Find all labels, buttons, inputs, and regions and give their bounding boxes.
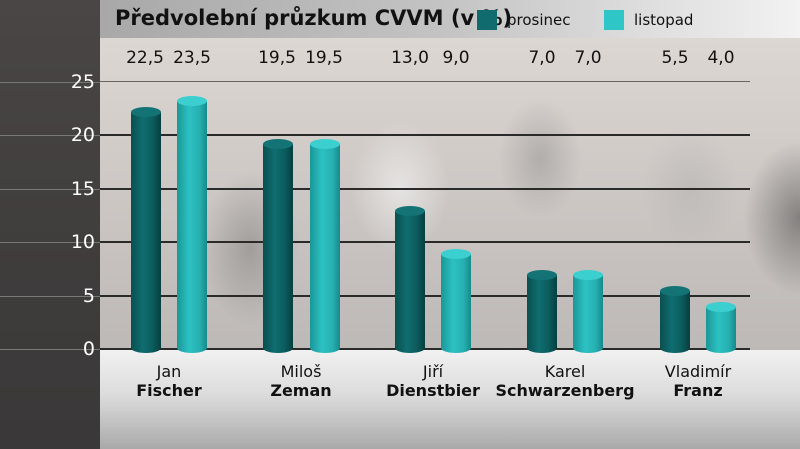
y-tick-15: 15 [70, 178, 95, 200]
gridline-left-15 [0, 189, 100, 190]
candidate-first-name: Miloš [280, 362, 322, 381]
gridline-left-25 [0, 82, 100, 83]
y-tick-20: 20 [70, 124, 95, 146]
value-label-dienstbier-listopad: 9,0 [442, 48, 470, 68]
candidate-first-name: Karel [544, 362, 586, 381]
candidate-label-franz: Vladimír Franz [623, 362, 773, 400]
value-label-franz-listopad: 4,0 [707, 48, 735, 68]
gridline-left-5 [0, 296, 100, 297]
value-label-franz-prosinec: 5,5 [661, 48, 689, 68]
candidate-last-name: Schwarzenberg [495, 381, 635, 400]
bar-zeman-listopad [310, 139, 340, 353]
value-label-zeman-prosinec: 19,5 [258, 48, 296, 68]
bar-fischer-prosinec [131, 107, 161, 353]
gridline-25 [100, 81, 750, 82]
gridline-15 [100, 188, 750, 190]
candidate-label-dienstbier: Jiří Dienstbier [358, 362, 508, 400]
candidate-label-fischer: Jan Fischer [94, 362, 244, 400]
gridline-left-0 [0, 349, 100, 350]
value-label-zeman-listopad: 19,5 [305, 48, 343, 68]
chart-title: Předvolební průzkum CVVM (v %) [115, 6, 513, 30]
value-label-fischer-prosinec: 22,5 [126, 48, 164, 68]
gridline-left-10 [0, 242, 100, 243]
legend-label-prosinec: prosinec [507, 11, 571, 29]
gridline-left-20 [0, 135, 100, 136]
bar-schwarzenberg-prosinec [527, 270, 557, 353]
gridline-5 [100, 295, 750, 297]
gridline-20 [100, 134, 750, 136]
gridline-10 [100, 241, 750, 243]
candidate-last-name: Fischer [136, 381, 202, 400]
legend-swatch-listopad [604, 10, 624, 30]
bar-zeman-prosinec [263, 139, 293, 353]
y-tick-5: 5 [82, 285, 95, 307]
bar-dienstbier-listopad [441, 249, 471, 353]
candidate-first-name: Jan [156, 362, 182, 381]
label-band [100, 350, 800, 449]
candidate-first-name: Vladimír [664, 362, 732, 381]
legend-item-listopad: listopad [604, 10, 693, 30]
value-label-schwarzenberg-listopad: 7,0 [574, 48, 602, 68]
legend-label-listopad: listopad [634, 11, 694, 29]
bar-schwarzenberg-listopad [573, 270, 603, 353]
value-label-dienstbier-prosinec: 13,0 [391, 48, 429, 68]
candidate-last-name: Franz [673, 381, 723, 400]
left-axis-panel [0, 0, 100, 449]
candidate-label-schwarzenberg: Karel Schwarzenberg [490, 362, 640, 400]
legend-item-prosinec: prosinec [477, 10, 571, 30]
y-tick-25: 25 [70, 71, 95, 93]
bar-fischer-listopad [177, 96, 207, 353]
value-label-schwarzenberg-prosinec: 7,0 [528, 48, 556, 68]
y-tick-10: 10 [70, 231, 95, 253]
bar-dienstbier-prosinec [395, 206, 425, 353]
candidate-last-name: Dienstbier [386, 381, 480, 400]
bar-franz-listopad [706, 302, 736, 353]
title-bar: Předvolební průzkum CVVM (v %) prosinec … [100, 0, 800, 38]
gridline-0 [100, 348, 750, 350]
value-label-fischer-listopad: 23,5 [173, 48, 211, 68]
y-tick-0: 0 [82, 338, 95, 360]
candidate-label-zeman: Miloš Zeman [226, 362, 376, 400]
bar-franz-prosinec [660, 286, 690, 353]
candidate-first-name: Jiří [422, 362, 444, 381]
legend-swatch-prosinec [477, 10, 497, 30]
candidate-last-name: Zeman [270, 381, 332, 400]
